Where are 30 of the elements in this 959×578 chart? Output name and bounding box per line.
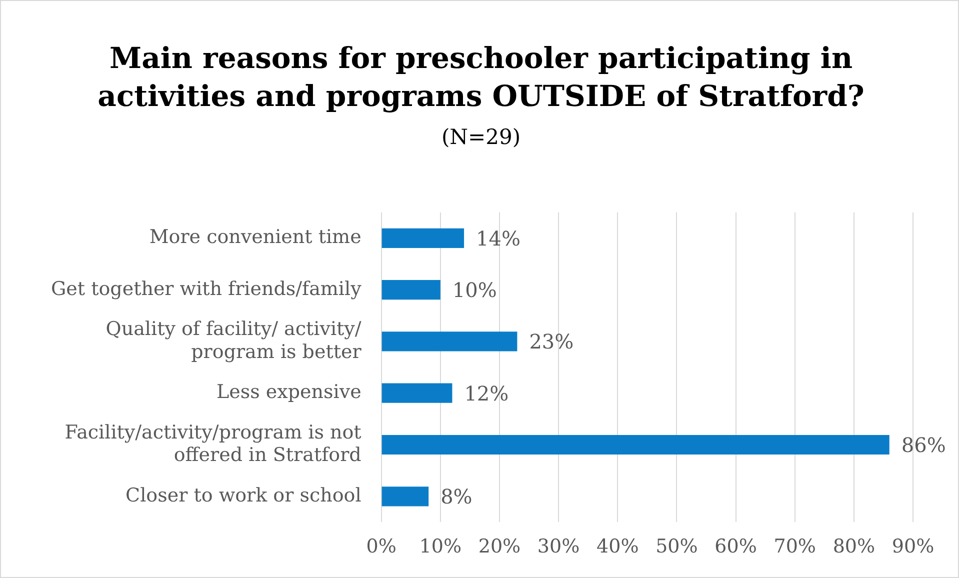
x-tick-label: 80% <box>832 536 876 558</box>
x-tick-label: 60% <box>714 536 757 558</box>
x-tick-label: 30% <box>537 536 580 558</box>
bar <box>382 228 464 248</box>
data-label: 8% <box>440 484 472 509</box>
chart-subtitle: (N=29) <box>441 125 521 149</box>
bar <box>382 434 890 455</box>
data-label: 10% <box>452 278 497 302</box>
y-tick-label: Quality of facility/ activity/ program is better <box>106 318 362 363</box>
x-tick-label: 20% <box>478 536 521 558</box>
data-label: 23% <box>529 330 574 354</box>
chart-title: Main reasons for preschooler participating in activities and programs OUTSIDE of Stratford? <box>98 41 864 113</box>
x-tick-label: 90% <box>892 536 934 558</box>
x-tick-label: 10% <box>419 536 462 558</box>
bar <box>382 280 440 300</box>
bar <box>382 486 429 506</box>
y-tick-label: Closer to work or school <box>126 484 362 506</box>
bar <box>382 332 518 352</box>
x-tick-label: 0% <box>366 536 396 558</box>
x-tick-label: 40% <box>596 536 639 558</box>
x-tick-label: 70% <box>774 536 816 558</box>
data-label: 12% <box>464 381 509 406</box>
x-tick-label: 50% <box>656 536 698 558</box>
bar <box>382 383 452 403</box>
y-tick-label: Less expensive <box>216 381 362 404</box>
data-label: 86% <box>901 432 946 457</box>
y-tick-label: Get together with friends/family <box>50 278 362 300</box>
data-label: 14% <box>476 226 520 250</box>
y-tick-label: Facility/activity/program is not offered in Stratford <box>64 421 362 466</box>
y-tick-label: More convenient time <box>149 226 362 248</box>
